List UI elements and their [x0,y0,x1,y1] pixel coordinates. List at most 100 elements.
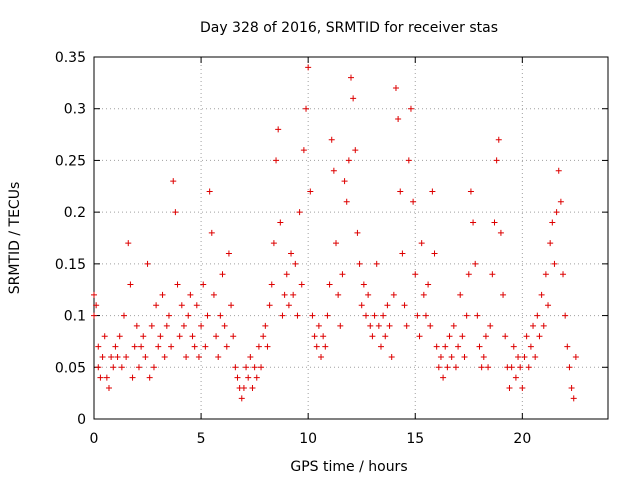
data-point [219,271,226,278]
data-point [288,250,295,257]
data-point [240,384,247,391]
data-point [375,322,382,329]
data-point [572,353,579,360]
data-point [549,219,556,226]
data-point [557,198,564,205]
data-point [148,322,155,329]
y-tick-label: 0.1 [64,309,86,325]
data-point [377,343,384,350]
data-point [525,364,532,371]
data-point [352,147,359,154]
data-point [195,353,202,360]
data-point [230,333,237,340]
data-point [262,322,269,329]
data-point [279,312,286,319]
data-point [566,364,573,371]
x-tick-label: 0 [90,431,99,447]
data-point [307,188,314,195]
data-point [335,291,342,298]
data-point [328,136,335,143]
data-point [345,157,352,164]
data-point [371,312,378,319]
data-point [225,250,232,257]
data-point [497,229,504,236]
data-point [170,178,177,185]
data-point [238,395,245,402]
data-point [470,219,477,226]
y-tick-label: 0.35 [55,50,86,66]
data-point [427,322,434,329]
data-point [93,302,100,309]
data-point [455,343,462,350]
data-point [570,395,577,402]
data-point [258,364,265,371]
data-point [255,343,262,350]
data-point [135,364,142,371]
x-tick-label: 5 [197,431,206,447]
data-point [457,291,464,298]
data-point [305,64,312,71]
data-point [532,353,539,360]
data-point [517,364,524,371]
data-point [146,374,153,381]
data-point [386,322,393,329]
data-point [390,291,397,298]
data-point [429,188,436,195]
data-point [189,333,196,340]
data-point [367,322,374,329]
data-point [245,374,252,381]
data-point [560,271,567,278]
data-point [112,343,119,350]
data-point [433,343,440,350]
data-point [322,343,329,350]
data-point [174,281,181,288]
data-point [200,281,207,288]
data-point [440,374,447,381]
y-tick-label: 0.3 [64,102,86,118]
data-point [176,333,183,340]
data-point [150,364,157,371]
data-point [309,312,316,319]
data-point [91,312,97,319]
data-point [348,74,354,81]
data-point [530,322,537,329]
data-point [545,302,552,309]
data-point [472,260,479,267]
data-point [405,157,412,164]
data-point [410,198,417,205]
data-point [283,271,290,278]
data-point [215,353,222,360]
data-point [268,281,275,288]
data-point [191,343,198,350]
data-point [480,353,487,360]
data-point [138,343,145,350]
data-point [373,260,380,267]
data-point [320,333,327,340]
data-point [264,343,271,350]
data-point [337,322,344,329]
data-point [127,281,134,288]
data-point [249,384,256,391]
data-point [431,250,438,257]
data-point [339,271,346,278]
data-point [110,364,117,371]
data-point [551,260,558,267]
data-point [542,271,549,278]
data-point [380,312,387,319]
data-point [157,333,164,340]
x-tick-label: 15 [406,431,424,447]
data-point [442,343,449,350]
data-point [95,343,102,350]
data-point [101,333,108,340]
data-point [330,167,337,174]
data-point [538,291,545,298]
data-point [172,209,179,216]
data-point [407,105,414,112]
data-point [444,364,451,371]
y-tick-label: 0.2 [64,205,86,221]
data-point [298,281,305,288]
data-point [500,291,507,298]
data-point [463,312,470,319]
data-point [223,343,230,350]
data-point [208,229,215,236]
